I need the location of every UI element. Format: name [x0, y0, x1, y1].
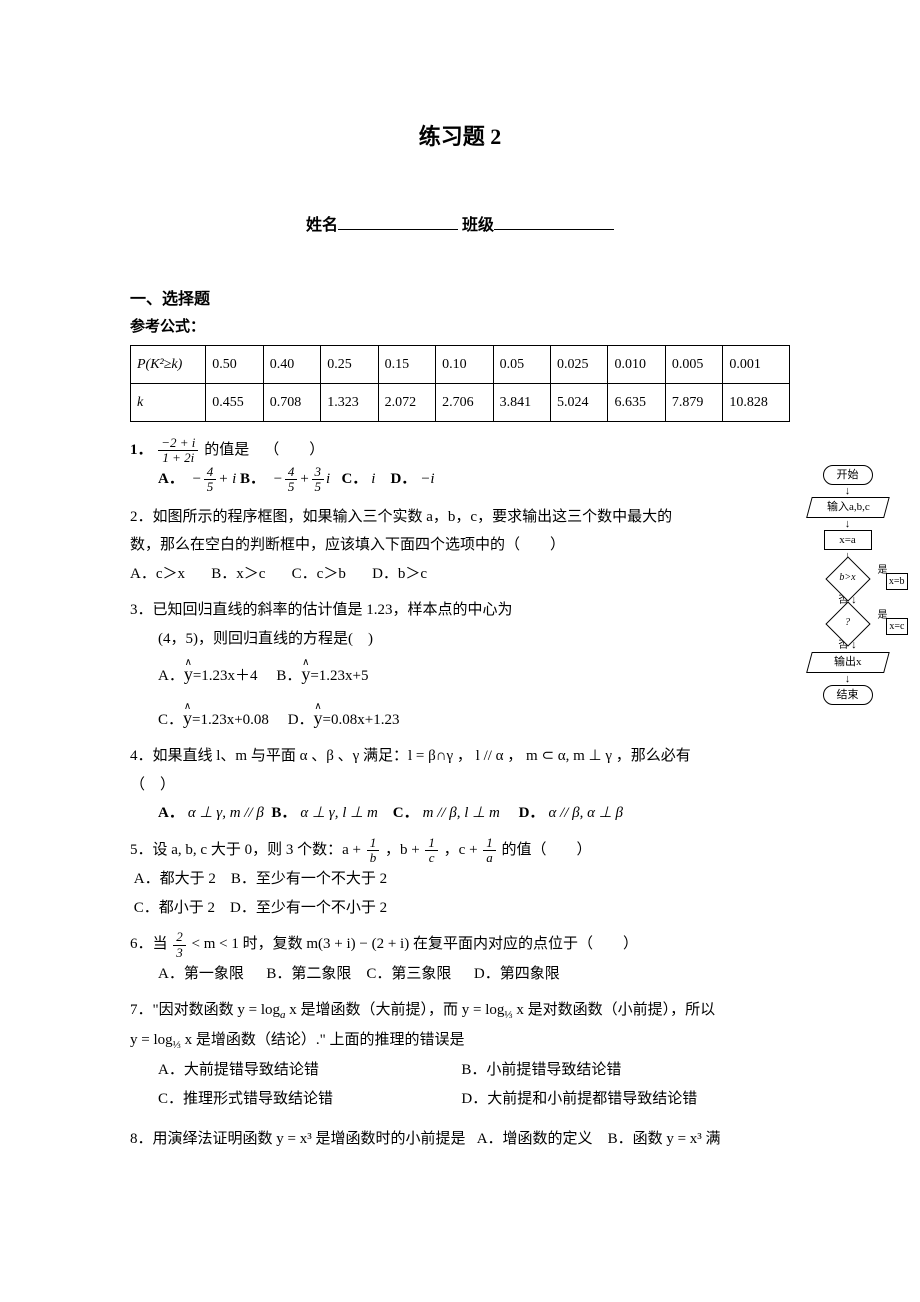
table-cell: 5.024	[551, 383, 608, 421]
question-8: 8．用演绎法证明函数 y = x³ 是增函数时的小前提是 A．增函数的定义 B．…	[130, 1125, 790, 1154]
question-1: 1． −2 + i1 + 2i 的值是 （ ） A． −45+ i B． −45…	[130, 436, 790, 495]
flowchart-arrow: ↓	[795, 487, 900, 495]
section-heading: 一、选择题	[130, 288, 790, 312]
question-number: 1．	[130, 442, 153, 458]
q6-stem-b: < m < 1 时，复数 m(3 + i) − (2 + i) 在复平面内对应的…	[192, 937, 638, 953]
question-2: 2．如图所示的程序框图，如果输入三个实数 a，b，c，要求输出这三个数中最大的 …	[130, 503, 790, 589]
q1-fraction: −2 + i1 + 2i	[158, 436, 198, 466]
name-blank	[338, 213, 458, 230]
q2-line2: 数，那么在空白的判断框中，应该填入下面四个选项中的（ ）	[130, 531, 790, 560]
table-cell: 0.010	[608, 345, 665, 383]
reference-table: P(K²≥k) 0.50 0.40 0.25 0.15 0.10 0.05 0.…	[130, 345, 790, 422]
name-label: 姓名	[306, 217, 338, 234]
q5-options-row2: C．都小于 2 D．至少有一个不小于 2	[130, 894, 790, 923]
table-cell: 10.828	[723, 383, 790, 421]
table-header-cell: P(K²≥k)	[131, 345, 206, 383]
q7-options: A．大前提错导致结论错 B．小前提错导致结论错 C．推理形式错导致结论错 D．大…	[158, 1056, 790, 1113]
table-cell: 3.841	[493, 383, 550, 421]
flowchart-assign-side: x=c	[886, 618, 907, 635]
table-cell: 2.072	[378, 383, 435, 421]
table-cell: 0.05	[493, 345, 550, 383]
table-cell: 0.50	[206, 345, 263, 383]
flowchart-diagram: 开始 ↓ 输入a,b,c ↓ x=a ↓ b>x 是 x=b 否 ↓ ? 是 x…	[795, 462, 900, 709]
q6-stem-a: 6．当	[130, 937, 168, 953]
q6-options: A．第一象限 B．第二象限 C．第三象限 D．第四象限	[158, 960, 790, 989]
flowchart-decision: ? 是 x=c	[826, 608, 870, 638]
table-cell: 7.879	[665, 383, 722, 421]
formula-label: 参考公式：	[130, 316, 790, 339]
q5-stem-a: 5．设 a, b, c 大于 0，则 3 个数：a +	[130, 842, 361, 858]
question-6: 6．当 23 < m < 1 时，复数 m(3 + i) − (2 + i) 在…	[130, 930, 790, 988]
q1-options: A． −45+ i B． −45+35i C．i D．−i	[158, 465, 790, 495]
q3-options-row1: A．∧y=1.23x＋4 B．∧y=1.23x+5	[158, 659, 790, 691]
flowchart-end: 结束	[823, 685, 873, 706]
q7-line1a: 7．"因对数函数 y = log	[130, 1002, 280, 1018]
table-cell: 0.708	[263, 383, 320, 421]
flowchart-arrow: ↓	[795, 675, 900, 683]
q8-stem: 8．用演绎法证明函数 y = x³ 是增函数时的小前提是	[130, 1131, 465, 1147]
q2-options: A．c＞x B．x＞c C．c＞b D．b＞c	[130, 560, 790, 589]
q4-line1: 4．如果直线 l、m 与平面 α 、β 、γ 满足：l = β∩γ ， l //…	[130, 742, 790, 771]
question-5: 5．设 a, b, c 大于 0，则 3 个数：a + 1b ，b + 1c ，…	[130, 836, 790, 923]
q1-blank: （ ）	[264, 442, 324, 458]
flowchart-assign-side: x=b	[886, 573, 908, 590]
question-3: 3．已知回归直线的斜率的估计值是 1.23，样本点的中心为 (4，5)，则回归直…	[130, 596, 790, 734]
q5-stem-b: 的值（ ）	[502, 842, 592, 858]
table-cell: 2.706	[436, 383, 493, 421]
q4-options: A．α ⊥ γ, m // β B．α ⊥ γ, l ⊥ m C．m // β,…	[158, 799, 790, 828]
q3-options-row2: C．∧y=1.23x+0.08 D．∧y=0.08x+1.23	[158, 703, 790, 735]
flowchart-input: 输入a,b,c	[806, 497, 889, 518]
table-cell: 0.40	[263, 345, 320, 383]
table-cell: 0.15	[378, 345, 435, 383]
q3-line1: 3．已知回归直线的斜率的估计值是 1.23，样本点的中心为	[130, 596, 790, 625]
class-blank	[494, 213, 614, 230]
table-cell: 0.001	[723, 345, 790, 383]
q4-line2: （ ）	[130, 771, 790, 800]
table-cell: 0.005	[665, 345, 722, 383]
table-row: k 0.455 0.708 1.323 2.072 2.706 3.841 5.…	[131, 383, 790, 421]
table-header-cell: k	[131, 383, 206, 421]
table-cell: 6.635	[608, 383, 665, 421]
class-label: 班级	[462, 217, 494, 234]
q3-line2: (4，5)，则回归直线的方程是( )	[158, 625, 790, 654]
q2-line1: 2．如图所示的程序框图，如果输入三个实数 a，b，c，要求输出这三个数中最大的	[130, 503, 790, 532]
flowchart-start: 开始	[823, 465, 873, 486]
question-4: 4．如果直线 l、m 与平面 α 、β 、γ 满足：l = β∩γ ， l //…	[130, 742, 790, 828]
table-cell: 0.455	[206, 383, 263, 421]
table-cell: 1.323	[321, 383, 378, 421]
question-7: 7．"因对数函数 y = loga x 是增函数（大前提），而 y = log⅓…	[130, 996, 790, 1113]
table-cell: 0.10	[436, 345, 493, 383]
name-class-line: 姓名 班级	[130, 213, 790, 238]
table-cell: 0.025	[551, 345, 608, 383]
q1-stem: 的值是	[204, 442, 249, 458]
table-row: P(K²≥k) 0.50 0.40 0.25 0.15 0.10 0.05 0.…	[131, 345, 790, 383]
page-title: 练习题 2	[130, 120, 790, 153]
flowchart-output: 输出x	[806, 652, 889, 673]
flowchart-assign: x=a	[824, 530, 872, 551]
flowchart-arrow: ↓	[795, 520, 900, 528]
table-cell: 0.25	[321, 345, 378, 383]
q5-options-row1: A．都大于 2 B．至少有一个不大于 2	[130, 865, 790, 894]
flowchart-decision: b>x 是 x=b	[826, 563, 870, 593]
